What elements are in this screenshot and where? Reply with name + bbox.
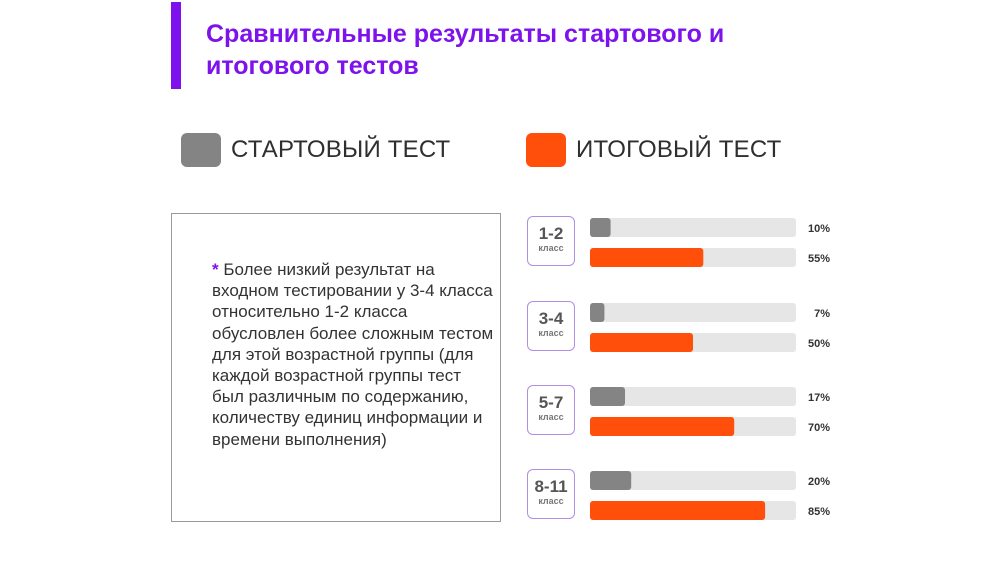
grade-badge: 8-11 класс [527,469,575,519]
grade-sublabel: класс [538,328,564,338]
data-label-start: 17% [808,392,830,404]
bar-final [590,417,735,436]
grade-label: 1-2 [538,224,564,243]
bar-start [590,218,611,237]
bar-track [590,471,796,490]
bar-final [590,333,693,352]
grade-label: 8-11 [534,477,568,496]
page-title: Сравнительные результаты стартового и ит… [206,20,725,80]
bar-final [590,501,766,520]
note-box: * Более низкий результат на входном тест… [171,213,501,522]
note-text: * Более низкий результат на входном тест… [212,259,497,450]
title-accent-bar [171,2,181,89]
bar-start [590,387,626,406]
grade-label: 5-7 [538,393,564,412]
grade-badge: 5-7 класс [527,385,575,435]
bar-final [590,248,704,267]
legend-label-final: ИТОГОВЫЙ ТЕСТ [576,136,782,163]
legend-item-final: ИТОГОВЫЙ ТЕСТ [526,133,781,167]
data-label-start: 10% [808,223,830,235]
data-label-final: 55% [808,253,830,265]
bar-track [590,218,796,237]
legend-swatch-final [526,133,566,167]
grade-badge: 3-4 класс [527,301,575,351]
bar-start [590,303,605,322]
bar-track [590,387,796,406]
grade-sublabel: класс [538,496,564,506]
bar-start [590,471,632,490]
legend-item-start: СТАРТОВЫЙ ТЕСТ [181,133,450,167]
legend-label-start: СТАРТОВЫЙ ТЕСТ [231,136,451,163]
grade-sublabel: класс [538,243,564,253]
note-star: * [212,260,219,279]
legend-swatch-start [181,133,221,167]
bar-track [590,303,796,322]
note-body: Более низкий результат на входном тестир… [212,260,494,449]
data-label-final: 85% [808,506,830,518]
data-label-final: 50% [808,338,830,350]
grade-badge: 1-2 класс [527,216,575,266]
grade-label: 3-4 [538,309,564,328]
data-label-start: 7% [814,308,830,320]
data-label-final: 70% [808,422,830,434]
data-label-start: 20% [808,476,830,488]
grade-sublabel: класс [538,412,564,422]
